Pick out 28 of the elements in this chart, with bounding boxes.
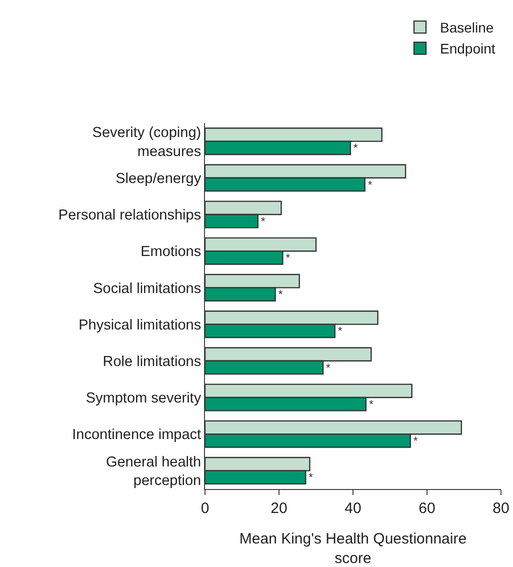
legend-label: Endpoint bbox=[440, 40, 496, 57]
data-label: * bbox=[278, 289, 284, 302]
x-tick-label: 80 bbox=[492, 500, 510, 517]
y-tick-label: Physical limitations bbox=[78, 317, 202, 334]
data-label: * bbox=[353, 142, 358, 155]
y-tick-label: Sleep/energy bbox=[116, 170, 202, 187]
data-label: * bbox=[368, 179, 373, 192]
y-tick-label: Symptom severity bbox=[86, 390, 202, 407]
data-label: * bbox=[413, 435, 418, 448]
y-tick-label: Role limitations bbox=[102, 354, 202, 370]
data-label: * bbox=[368, 398, 374, 411]
data-label: * bbox=[308, 472, 314, 484]
y-tick-label: Personal relationships bbox=[58, 208, 202, 224]
y-tick-label: Social limitations bbox=[93, 280, 202, 297]
y-tick-label: Incontinence impact bbox=[72, 427, 202, 444]
data-label: * bbox=[260, 216, 266, 228]
data-label: * bbox=[338, 326, 343, 338]
data-label: * bbox=[286, 252, 291, 264]
x-tick-label: 40 bbox=[344, 500, 362, 517]
x-tick-label: 20 bbox=[270, 500, 288, 517]
y-tick-label: Emotions bbox=[140, 244, 202, 260]
legend-label: Baseline bbox=[440, 20, 494, 36]
x-axis-title: Mean King's Health Questionnaire score bbox=[239, 530, 467, 567]
data-label: * bbox=[326, 362, 332, 374]
y-tick-label: General health perception bbox=[106, 454, 202, 490]
x-tick-label: 60 bbox=[418, 500, 436, 517]
x-tick-label: 0 bbox=[200, 500, 210, 517]
y-tick-label: Severity (coping) measures bbox=[92, 124, 202, 160]
